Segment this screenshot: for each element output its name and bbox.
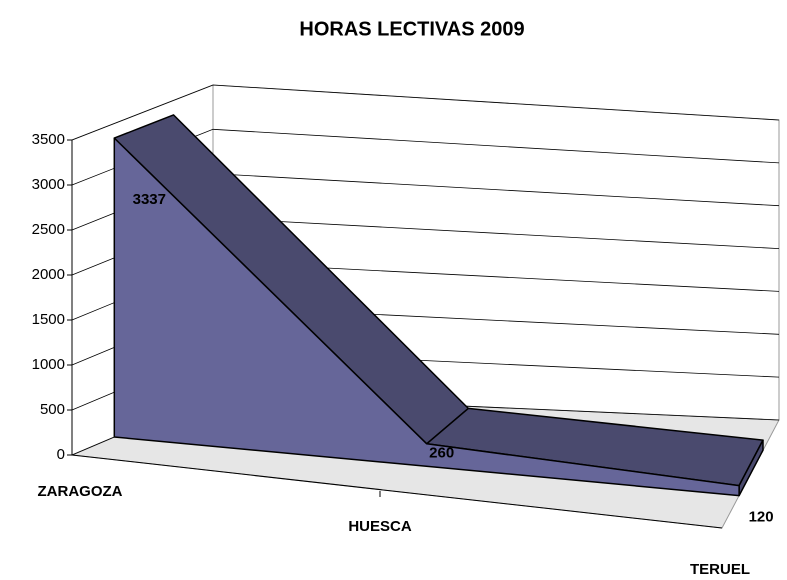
value-label: 260: [429, 445, 454, 462]
grid-line: [71, 84, 780, 141]
area: [113, 137, 740, 497]
y-tick-label: 1500: [32, 311, 65, 328]
y-tick-label: 2500: [32, 221, 65, 238]
y-tick-label: 0: [57, 446, 65, 463]
chart-title: HORAS LECTIVAS 2009: [299, 18, 524, 40]
value-label: 120: [749, 509, 774, 526]
x-axis: [71, 454, 723, 529]
y-tick-label: 3500: [32, 131, 65, 148]
y-tick-label: 500: [40, 401, 65, 418]
x-tick-label: ZARAGOZA: [38, 483, 123, 500]
x-tick-label: TERUEL: [690, 561, 750, 578]
x-tick-label: HUESCA: [348, 518, 412, 535]
value-label: 3337: [133, 191, 166, 208]
y-tick-label: 2000: [32, 266, 65, 283]
y-tick-label: 3000: [32, 176, 65, 193]
y-tick-label: 1000: [32, 356, 65, 373]
